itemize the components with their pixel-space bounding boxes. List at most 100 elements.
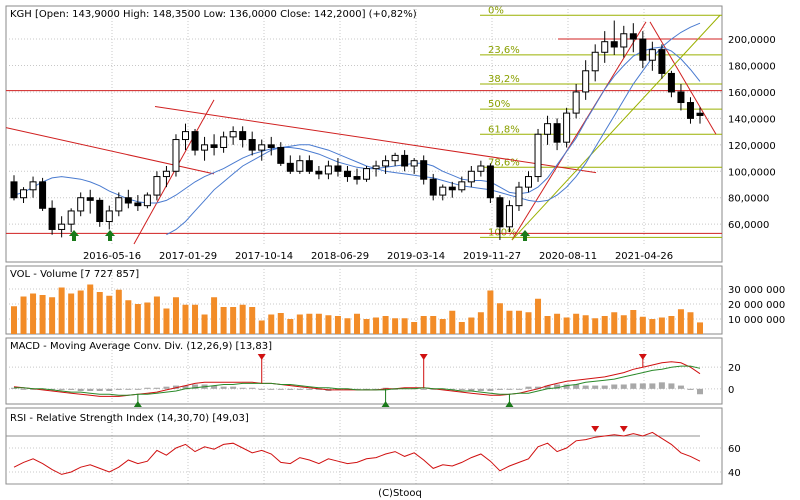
- price-x-tick: 2020-08-11: [539, 251, 597, 262]
- volume-bar: [211, 297, 218, 334]
- price-y-tick: 120,0000: [728, 141, 776, 152]
- downtrend-line: [154, 105, 597, 174]
- macd-histogram-bar: [287, 388, 294, 390]
- candle-body: [677, 91, 685, 104]
- volume-bar: [58, 287, 65, 334]
- macd-histogram-bar: [373, 388, 380, 390]
- candle-body: [77, 197, 85, 212]
- fib-level-label: 50%: [488, 99, 510, 110]
- volume-bar: [668, 316, 675, 334]
- volume-bar: [134, 304, 141, 334]
- volume-bar: [401, 318, 408, 334]
- volume-bar: [306, 313, 313, 334]
- volume-bar: [334, 316, 341, 334]
- candle-body: [134, 202, 142, 207]
- macd-histogram-bar: [87, 388, 94, 391]
- macd-histogram-bar: [58, 388, 65, 390]
- macd-histogram-bar: [582, 385, 589, 389]
- uptrend-line: [133, 99, 215, 245]
- volume-bar: [382, 316, 389, 334]
- macd-buy-signal: [133, 401, 142, 407]
- volume-bar: [411, 322, 418, 334]
- macd-histogram-bar: [468, 388, 475, 391]
- volume-bar: [153, 296, 160, 334]
- buy-signal-arrow: [520, 230, 530, 241]
- macd-histogram-bar: [134, 388, 141, 390]
- candle-body: [324, 165, 332, 175]
- macd-histogram-bar: [258, 388, 265, 390]
- volume-bar: [287, 319, 294, 334]
- macd-histogram-bar: [239, 387, 246, 389]
- volume-bar: [106, 295, 113, 334]
- fib-level-label: 38,2%: [488, 74, 520, 85]
- candle-body: [201, 144, 209, 151]
- price-x-tick: 2019-11-27: [463, 251, 521, 262]
- macd-histogram-bar: [96, 388, 103, 391]
- macd-histogram-bar: [544, 385, 551, 389]
- candle-body: [458, 181, 466, 191]
- candle-body: [648, 49, 656, 61]
- candle-body: [286, 162, 294, 172]
- macd-histogram-bar: [630, 383, 637, 389]
- volume-bar: [620, 315, 627, 334]
- copyright-footer: (C)Stooq: [378, 488, 422, 499]
- volume-bar: [192, 304, 199, 334]
- volume-bar: [392, 318, 399, 334]
- fib-level-label: 23,6%: [488, 45, 520, 56]
- candle-body: [220, 136, 228, 148]
- candle-body: [572, 91, 580, 114]
- candle-body: [410, 160, 418, 167]
- candle-body: [229, 131, 237, 138]
- macd-histogram-bar: [268, 388, 275, 390]
- candle-body: [162, 170, 170, 178]
- macd-histogram-bar: [230, 386, 237, 389]
- volume-bar: [39, 295, 46, 334]
- macd-histogram-bar: [554, 384, 561, 389]
- price-y-tick: 60,0000: [728, 220, 769, 231]
- macd-histogram-bar: [30, 388, 37, 390]
- candle-body: [58, 223, 66, 230]
- volume-bar: [163, 308, 170, 334]
- price-y-tick: 200,0000: [728, 35, 776, 46]
- volume-bar: [535, 298, 542, 334]
- macd-histogram-bar: [668, 383, 675, 389]
- macd-histogram-bar: [363, 388, 370, 390]
- volume-bar: [582, 315, 589, 334]
- macd-buy-signal: [505, 401, 514, 407]
- macd-histogram-bar: [125, 388, 132, 390]
- macd-histogram-bar: [144, 387, 151, 389]
- volume-bar: [277, 313, 284, 334]
- macd-histogram-bar: [439, 388, 446, 390]
- volume-bar: [258, 320, 265, 334]
- macd-histogram-bar: [220, 386, 227, 389]
- fib-trend-line: [511, 14, 721, 241]
- volume-bar: [496, 303, 503, 334]
- candle-body: [591, 51, 599, 72]
- macd-y-tick: 0: [728, 385, 734, 396]
- rsi-line: [13, 431, 701, 475]
- candle-body: [420, 160, 428, 180]
- candle-body: [448, 186, 456, 191]
- volume-bar: [449, 310, 456, 334]
- volume-bar: [525, 312, 532, 334]
- volume-bar: [68, 293, 75, 334]
- macd-histogram-bar: [506, 388, 513, 390]
- candle-body: [296, 160, 304, 172]
- panel-frame-rsi: [5, 407, 723, 485]
- macd-histogram-bar: [172, 385, 179, 389]
- candle-body: [124, 197, 132, 204]
- candle-body: [105, 210, 113, 223]
- macd-sell-signal: [638, 354, 647, 360]
- candle-body: [667, 72, 675, 93]
- macd-buy-signal: [381, 401, 390, 407]
- volume-bar: [458, 322, 465, 334]
- macd-histogram-bar: [211, 385, 218, 389]
- macd-histogram-bar: [182, 385, 189, 389]
- price-y-tick: 180,0000: [728, 62, 776, 73]
- price-y-tick: 140,0000: [728, 114, 776, 125]
- candle-body: [372, 165, 380, 170]
- candle-body: [239, 131, 247, 141]
- candle-body: [210, 144, 218, 148]
- candle-body: [505, 205, 513, 228]
- price-x-tick: 2017-01-29: [159, 251, 217, 262]
